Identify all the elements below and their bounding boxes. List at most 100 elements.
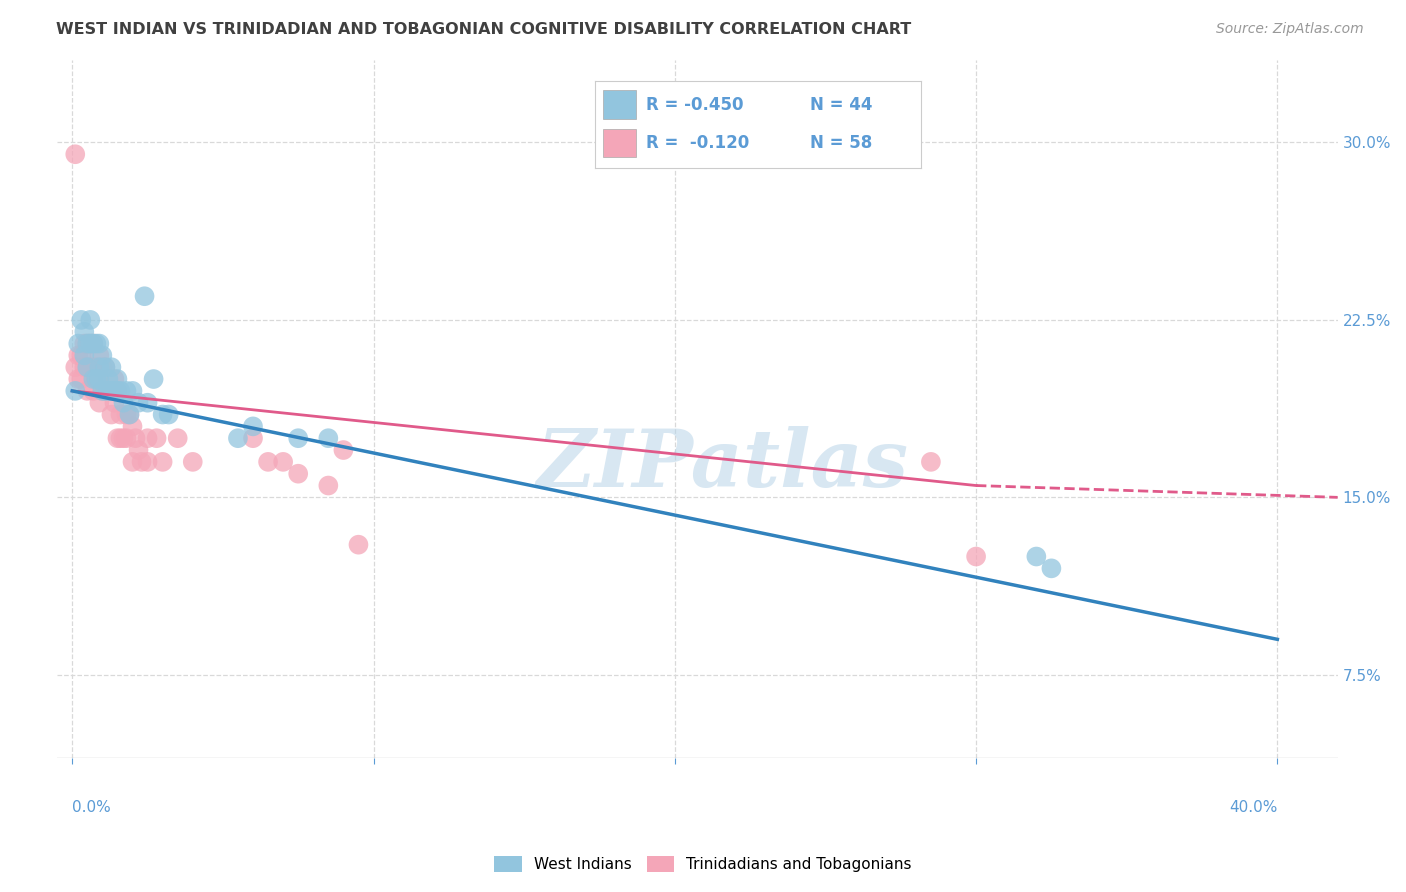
Point — [76, 384, 98, 398]
Point — [152, 408, 174, 422]
Point — [100, 408, 122, 422]
Point — [318, 431, 340, 445]
Point — [100, 360, 122, 375]
Point — [271, 455, 294, 469]
Point — [82, 336, 104, 351]
Point — [107, 431, 129, 445]
Point — [145, 431, 167, 445]
Point — [134, 289, 156, 303]
Text: Source: ZipAtlas.com: Source: ZipAtlas.com — [1216, 22, 1364, 37]
Point — [76, 360, 98, 375]
Text: WEST INDIAN VS TRINIDADIAN AND TOBAGONIAN COGNITIVE DISABILITY CORRELATION CHART: WEST INDIAN VS TRINIDADIAN AND TOBAGONIA… — [56, 22, 911, 37]
Point — [110, 431, 132, 445]
Point — [76, 336, 98, 351]
Legend: West Indians, Trinidadians and Tobagonians: West Indians, Trinidadians and Tobagonia… — [486, 848, 920, 880]
Point — [67, 336, 90, 351]
Point — [82, 360, 104, 375]
Point — [94, 384, 117, 398]
Point — [347, 538, 370, 552]
Point — [136, 431, 159, 445]
Point — [94, 360, 117, 375]
Point — [121, 419, 143, 434]
Point — [97, 384, 120, 398]
Point — [287, 431, 309, 445]
Point — [226, 431, 249, 445]
Point — [91, 348, 114, 362]
Point — [79, 360, 101, 375]
Point — [103, 395, 125, 409]
Point — [94, 384, 117, 398]
Point — [121, 455, 143, 469]
Point — [110, 384, 132, 398]
Point — [920, 455, 942, 469]
Point — [89, 336, 111, 351]
Point — [121, 384, 143, 398]
Point — [89, 348, 111, 362]
Point — [70, 313, 93, 327]
Point — [1025, 549, 1047, 564]
Point — [128, 443, 150, 458]
Point — [79, 336, 101, 351]
Point — [115, 408, 138, 422]
Point — [89, 372, 111, 386]
Point — [1040, 561, 1063, 575]
Point — [89, 395, 111, 409]
Point — [131, 455, 153, 469]
Point — [118, 408, 141, 422]
Text: ZIPatlas: ZIPatlas — [537, 425, 910, 503]
Point — [73, 360, 96, 375]
Point — [100, 384, 122, 398]
Point — [118, 408, 141, 422]
Point — [157, 408, 180, 422]
Point — [70, 348, 93, 362]
Point — [86, 372, 108, 386]
Point — [103, 384, 125, 398]
Point — [97, 372, 120, 386]
Point — [73, 325, 96, 339]
Point — [287, 467, 309, 481]
Point — [91, 384, 114, 398]
Point — [112, 431, 135, 445]
Point — [242, 419, 264, 434]
Point — [65, 360, 87, 375]
Point — [70, 372, 93, 386]
Point — [107, 372, 129, 386]
Point — [73, 348, 96, 362]
Point — [965, 549, 987, 564]
Point — [82, 372, 104, 386]
Point — [89, 360, 111, 375]
Point — [257, 455, 280, 469]
Point — [181, 455, 204, 469]
Point — [242, 431, 264, 445]
Point — [115, 431, 138, 445]
Point — [100, 384, 122, 398]
Point — [79, 313, 101, 327]
Point — [124, 431, 146, 445]
Point — [110, 408, 132, 422]
Point — [76, 336, 98, 351]
Point — [97, 384, 120, 398]
Point — [112, 395, 135, 409]
Point — [107, 384, 129, 398]
Text: 0.0%: 0.0% — [72, 800, 111, 815]
Point — [94, 360, 117, 375]
Point — [82, 384, 104, 398]
Point — [79, 336, 101, 351]
Point — [115, 384, 138, 398]
Point — [136, 395, 159, 409]
Point — [91, 360, 114, 375]
Point — [128, 395, 150, 409]
Point — [86, 372, 108, 386]
Point — [103, 372, 125, 386]
Point — [67, 348, 90, 362]
Point — [76, 360, 98, 375]
Point — [91, 384, 114, 398]
Point — [82, 336, 104, 351]
Point — [86, 360, 108, 375]
Point — [65, 147, 87, 161]
Point — [107, 384, 129, 398]
Point — [65, 384, 87, 398]
Point — [136, 455, 159, 469]
Point — [142, 372, 165, 386]
Point — [318, 478, 340, 492]
